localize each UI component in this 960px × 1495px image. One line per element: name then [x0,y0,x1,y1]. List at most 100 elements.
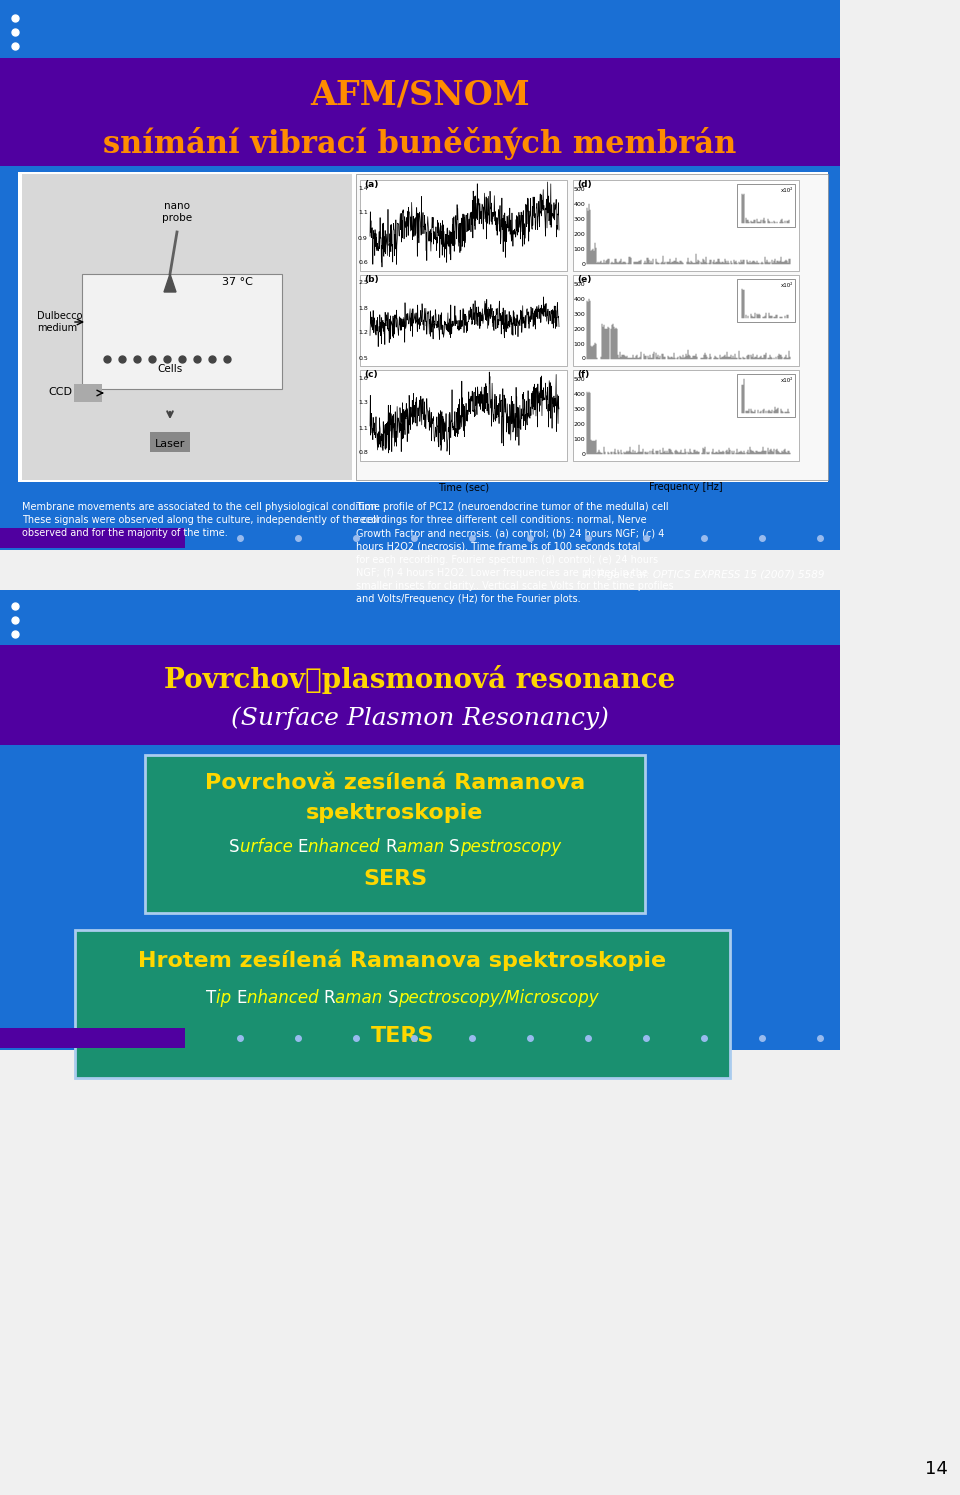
Text: (f): (f) [577,369,589,380]
Text: x10²: x10² [780,188,793,193]
Text: spektroskopie: spektroskopie [306,803,484,824]
Text: 200: 200 [573,232,585,236]
Text: (a): (a) [364,179,378,188]
Bar [360,369,567,460]
Text: x10²: x10² [780,378,793,383]
Text: 400: 400 [573,298,585,302]
Bar [0,528,185,549]
Text: urface: urface [240,839,298,857]
Bar [150,432,190,451]
Text: CCD: CCD [48,387,72,398]
Text: 300: 300 [573,312,585,317]
Text: aman: aman [335,990,388,1008]
Text: 500: 500 [573,377,585,383]
Text: 0.8: 0.8 [358,450,368,456]
Text: 200: 200 [573,327,585,332]
Text: 0.5: 0.5 [358,356,368,360]
Bar [0,644,840,745]
Text: R: R [324,990,335,1008]
Text: Laser: Laser [155,440,185,448]
Bar [737,280,795,321]
Text: (Surface Plasmon Resonancy): (Surface Plasmon Resonancy) [231,706,609,730]
Text: pectroscopy/Microscopy: pectroscopy/Microscopy [398,990,599,1008]
Text: S: S [229,839,240,857]
Bar [18,172,828,481]
Bar [74,384,102,402]
Text: snímání vibrací buněčných membrán: snímání vibrací buněčných membrán [104,127,736,160]
Text: nhanced: nhanced [247,990,324,1008]
Text: Time (sec): Time (sec) [438,481,489,492]
Text: T: T [206,990,216,1008]
Text: Frequency [Hz]: Frequency [Hz] [649,481,723,492]
Text: 100: 100 [573,247,585,251]
Text: 200: 200 [573,422,585,428]
Text: R: R [385,839,396,857]
Text: 1.1: 1.1 [358,426,368,431]
Text: aman: aman [396,839,449,857]
Text: AFM/SNOM: AFM/SNOM [310,79,530,112]
Text: 1.3: 1.3 [358,401,368,405]
Text: x10²: x10² [780,283,793,289]
Text: 0.6: 0.6 [358,260,368,266]
Text: 300: 300 [573,407,585,413]
Text: 0.9: 0.9 [358,236,368,241]
Text: ip: ip [216,990,236,1008]
Bar [573,179,799,271]
Text: 400: 400 [573,202,585,208]
Text: (e): (e) [577,275,591,284]
Text: 1.6: 1.6 [358,375,368,381]
Bar [0,591,840,1049]
Text: 300: 300 [573,217,585,223]
Text: pestroscopy: pestroscopy [460,839,561,857]
Bar [145,755,645,913]
Bar [82,274,282,389]
Text: 37 °C: 37 °C [222,277,252,287]
Bar [573,275,799,366]
Text: 14: 14 [925,1461,948,1479]
Text: Hrotem zesílená Ramanova spektroskopie: Hrotem zesílená Ramanova spektroskopie [138,949,666,970]
Text: Povrchovǎ zesílená Ramanova: Povrchovǎ zesílená Ramanova [204,773,586,792]
Text: 2.5: 2.5 [358,281,368,286]
Text: 1.1: 1.1 [358,211,368,215]
Bar [22,173,352,480]
Text: nano
probe: nano probe [162,202,192,223]
Text: SERS: SERS [363,869,427,890]
Bar [737,184,795,227]
Text: 0: 0 [581,356,585,362]
Text: Time profile of PC12 (neuroendocrine tumor of the medulla) cell
recordings for t: Time profile of PC12 (neuroendocrine tum… [356,502,674,604]
Bar [573,369,799,460]
Text: E: E [236,990,247,1008]
Text: 0: 0 [581,262,585,266]
Text: Povrchovᬠplasmonová resonance: Povrchovᬠplasmonová resonance [164,665,676,695]
Text: 100: 100 [573,437,585,441]
Text: 400: 400 [573,392,585,398]
Text: (d): (d) [577,179,591,188]
Text: 1.4: 1.4 [358,185,368,190]
Text: S: S [388,990,398,1008]
Bar [0,0,840,550]
Text: E: E [298,839,308,857]
Text: 1.2: 1.2 [358,330,368,335]
Text: Cells: Cells [157,363,182,374]
Text: 1.8: 1.8 [358,305,368,311]
Text: R. Piga et al: OPTICS EXPRESS 15 (2007) 5589: R. Piga et al: OPTICS EXPRESS 15 (2007) … [585,570,825,580]
Text: 500: 500 [573,283,585,287]
Text: Dulbecco
medium: Dulbecco medium [37,311,83,333]
Bar [360,275,567,366]
Text: nhanced: nhanced [308,839,385,857]
Text: (b): (b) [364,275,378,284]
Text: S: S [449,839,460,857]
Bar [356,173,828,480]
Bar [75,930,730,1078]
Bar [737,374,795,417]
Text: 0: 0 [581,451,585,456]
Text: Membrane movements are associated to the cell physiological condition.
These sig: Membrane movements are associated to the… [22,502,380,538]
Text: 100: 100 [573,342,585,347]
Text: TERS: TERS [371,1026,434,1046]
Text: 500: 500 [573,187,585,193]
Bar [0,58,840,166]
Bar [360,179,567,271]
Bar [0,1029,185,1048]
Polygon shape [164,274,176,292]
Text: (c): (c) [364,369,377,380]
